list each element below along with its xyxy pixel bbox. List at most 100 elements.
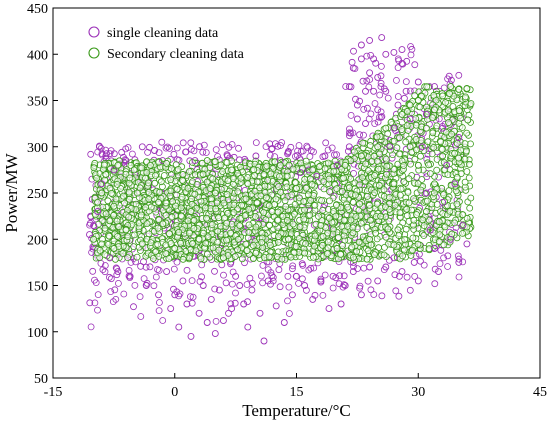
single-cleaning-point bbox=[390, 48, 398, 56]
single-cleaning-point bbox=[443, 161, 451, 169]
density-point bbox=[302, 240, 310, 248]
density-point bbox=[428, 150, 436, 158]
secondary-cleaning-point bbox=[374, 143, 382, 151]
y-tick-label: 100 bbox=[27, 326, 48, 341]
density-point bbox=[193, 180, 201, 188]
secondary-cleaning-point bbox=[122, 226, 130, 234]
density-point bbox=[97, 144, 105, 152]
density-point bbox=[230, 201, 238, 209]
density-point bbox=[212, 205, 220, 213]
single-cleaning-point bbox=[224, 152, 231, 160]
density-point bbox=[457, 146, 465, 154]
secondary-cleaning-point bbox=[406, 101, 414, 109]
single-cleaning-point bbox=[362, 87, 369, 95]
density-point bbox=[363, 77, 371, 85]
density-point bbox=[453, 200, 461, 208]
density-point bbox=[131, 231, 138, 239]
density-point bbox=[380, 251, 388, 259]
density-point bbox=[350, 148, 358, 156]
density-point bbox=[423, 83, 431, 91]
density-point bbox=[125, 213, 133, 221]
density-point bbox=[403, 107, 411, 115]
density-point bbox=[396, 191, 404, 199]
single-cleaning-point bbox=[191, 157, 199, 165]
density-point bbox=[394, 55, 402, 63]
y-axis-label: Power/MW bbox=[2, 152, 21, 232]
density-point bbox=[462, 147, 470, 155]
density-point bbox=[403, 122, 411, 129]
density-point bbox=[112, 195, 120, 203]
density-point bbox=[377, 212, 385, 220]
density-point bbox=[417, 186, 425, 194]
density-point bbox=[430, 189, 438, 197]
density-point bbox=[463, 223, 471, 231]
density-point bbox=[319, 206, 327, 214]
density-point bbox=[407, 160, 414, 168]
density-point bbox=[311, 291, 319, 299]
density-point bbox=[326, 188, 334, 196]
density-point bbox=[128, 150, 136, 158]
density-point bbox=[445, 187, 453, 195]
density-point bbox=[162, 199, 170, 207]
single-cleaning-point bbox=[114, 268, 122, 276]
density-point bbox=[455, 71, 463, 79]
single-cleaning-point bbox=[98, 180, 106, 188]
density-point bbox=[326, 197, 333, 205]
density-point bbox=[410, 195, 418, 203]
density-point bbox=[282, 202, 290, 210]
density-point bbox=[409, 234, 417, 242]
density-point bbox=[355, 238, 363, 246]
density-point bbox=[367, 286, 375, 294]
density-point bbox=[283, 172, 291, 180]
density-point bbox=[202, 149, 210, 156]
density-point bbox=[137, 262, 145, 270]
density-point bbox=[310, 148, 317, 156]
density-point bbox=[154, 266, 161, 273]
secondary-cleaning-point bbox=[276, 161, 284, 169]
density-point bbox=[174, 165, 182, 173]
density-point bbox=[436, 260, 444, 268]
density-point bbox=[134, 189, 141, 197]
density-point bbox=[157, 178, 165, 186]
density-point bbox=[242, 195, 250, 203]
density-point bbox=[168, 213, 176, 221]
density-point bbox=[177, 204, 185, 212]
density-point bbox=[130, 303, 137, 311]
density-point bbox=[258, 238, 266, 246]
single-cleaning-point bbox=[439, 198, 447, 206]
density-point bbox=[274, 233, 282, 240]
density-point bbox=[107, 147, 115, 155]
density-point bbox=[356, 284, 364, 292]
density-point bbox=[299, 261, 307, 269]
single-cleaning-point bbox=[382, 87, 390, 95]
single-cleaning-point bbox=[309, 295, 317, 303]
single-cleaning-point bbox=[390, 254, 398, 262]
density-point bbox=[172, 202, 180, 210]
density-point bbox=[320, 185, 328, 193]
density-point bbox=[399, 252, 407, 260]
density-point bbox=[453, 173, 461, 181]
density-point bbox=[269, 277, 277, 285]
secondary-cleaning-point bbox=[219, 254, 227, 262]
single-cleaning-point bbox=[94, 208, 102, 215]
density-point bbox=[275, 266, 283, 274]
density-point bbox=[237, 174, 245, 182]
single-cleaning-point bbox=[422, 189, 430, 197]
secondary-cleaning-point bbox=[284, 235, 292, 243]
density-point bbox=[340, 281, 348, 289]
secondary-cleaning-point bbox=[293, 184, 300, 192]
density-point bbox=[356, 131, 364, 139]
density-point bbox=[294, 147, 302, 155]
density-point bbox=[113, 217, 121, 225]
single-cleaning-point bbox=[398, 268, 406, 276]
density-point bbox=[267, 170, 275, 178]
density-point bbox=[146, 263, 154, 271]
secondary-cleaning-point bbox=[244, 180, 252, 188]
density-point bbox=[405, 175, 413, 183]
density-point bbox=[284, 272, 292, 280]
density-point bbox=[245, 221, 253, 229]
density-point bbox=[112, 264, 120, 272]
single-cleaning-point bbox=[345, 83, 353, 91]
single-cleaning-point bbox=[301, 282, 309, 289]
density-point bbox=[323, 250, 331, 258]
